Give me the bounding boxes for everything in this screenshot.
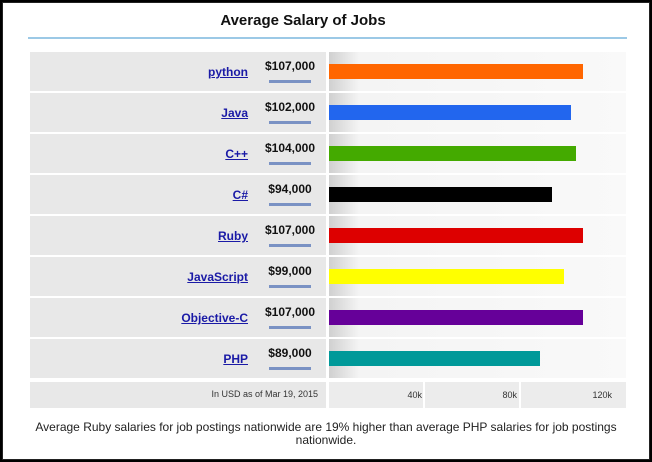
row-label-cell: python $107,000	[30, 52, 326, 91]
bar-track	[329, 175, 626, 214]
chart-caption: Average Ruby salaries for job postings n…	[35, 420, 617, 447]
axis-note-cell: In USD as of Mar 19, 2015	[30, 382, 326, 408]
row-label-cell: C++ $104,000	[30, 134, 326, 173]
row-label-cell: C# $94,000	[30, 175, 326, 214]
salary-underline	[269, 162, 311, 165]
data-label: $89,000	[268, 346, 312, 360]
bar-track	[329, 298, 626, 337]
chart-row: C++ $104,000	[30, 134, 626, 173]
bar-track	[329, 216, 626, 255]
bar	[329, 269, 564, 284]
title-divider	[28, 37, 627, 39]
chart-row: PHP $89,000	[30, 339, 626, 378]
row-label-cell: PHP $89,000	[30, 339, 326, 378]
chart-row: Ruby $107,000	[30, 216, 626, 255]
bar-track	[329, 134, 626, 173]
bar	[329, 187, 552, 202]
data-label: $102,000	[264, 100, 316, 114]
chart-row: python $107,000	[30, 52, 626, 91]
data-label: $99,000	[268, 264, 312, 278]
bar	[329, 228, 583, 243]
bar	[329, 310, 583, 325]
category-label[interactable]: Ruby	[218, 229, 248, 243]
category-label[interactable]: Java	[221, 106, 248, 120]
chart-row: Objective-C $107,000	[30, 298, 626, 337]
category-label[interactable]: python	[208, 65, 248, 79]
chart-row: C# $94,000	[30, 175, 626, 214]
chart-row: JavaScript $99,000	[30, 257, 626, 296]
bar-track	[329, 339, 626, 378]
tick-label: 40k	[407, 390, 422, 400]
row-label-cell: Java $102,000	[30, 93, 326, 132]
bar-track	[329, 93, 626, 132]
salary-underline	[269, 244, 311, 247]
axis-tick-cell: 120k	[521, 382, 626, 408]
bar-track	[329, 257, 626, 296]
row-label-cell: Ruby $107,000	[30, 216, 326, 255]
category-label[interactable]: PHP	[223, 352, 248, 366]
row-label-cell: Objective-C $107,000	[30, 298, 326, 337]
category-label[interactable]: C++	[225, 147, 248, 161]
bar-chart: python $107,000 Java $102,000 C++ $104,000 C# $…	[30, 52, 626, 408]
salary-underline	[269, 121, 311, 124]
data-label: $107,000	[264, 305, 316, 319]
salary-underline	[269, 367, 311, 370]
axis-tick-cell: 40k	[329, 382, 423, 408]
axis-tick-cell: 80k	[425, 382, 519, 408]
salary-underline	[269, 203, 311, 206]
tick-label: 120k	[592, 390, 612, 400]
chart-title: Average Salary of Jobs	[220, 12, 386, 29]
bar-track	[329, 52, 626, 91]
data-label: $107,000	[264, 223, 316, 237]
salary-underline	[269, 285, 311, 288]
bar	[329, 64, 583, 79]
bar	[329, 146, 576, 161]
category-label[interactable]: Objective-C	[181, 311, 248, 325]
data-label: $94,000	[268, 182, 312, 196]
axis-note: In USD as of Mar 19, 2015	[211, 389, 318, 399]
data-label: $104,000	[264, 141, 316, 155]
tick-label: 80k	[502, 390, 517, 400]
bar	[329, 351, 540, 366]
salary-underline	[269, 326, 311, 329]
axis-row: In USD as of Mar 19, 2015 40k 80k 120k	[30, 382, 626, 408]
salary-underline	[269, 80, 311, 83]
row-label-cell: JavaScript $99,000	[30, 257, 326, 296]
category-label[interactable]: JavaScript	[187, 270, 248, 284]
category-label[interactable]: C#	[232, 188, 248, 202]
data-label: $107,000	[264, 59, 316, 73]
chart-row: Java $102,000	[30, 93, 626, 132]
bar	[329, 105, 571, 120]
